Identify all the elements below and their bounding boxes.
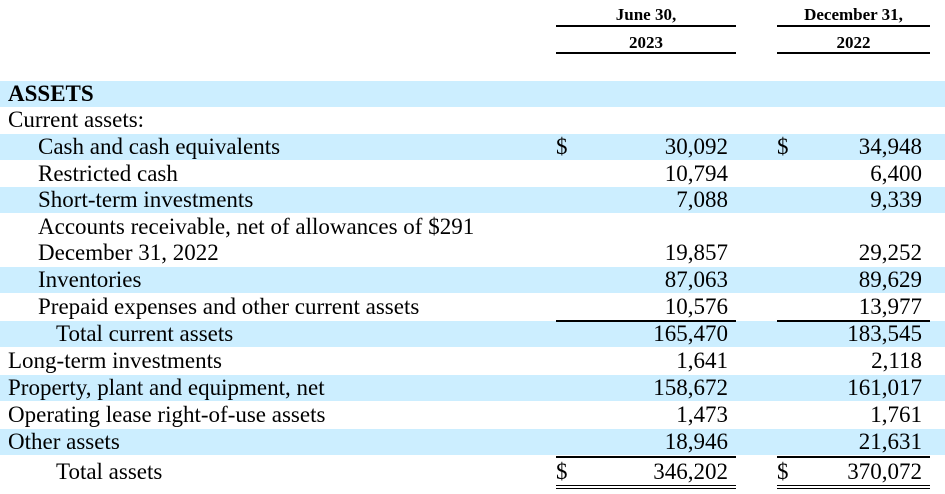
value-dec-2022: 13,977 <box>858 294 922 319</box>
table-row: Long-term investments 1,641 2,118 <box>0 348 945 374</box>
table-row: Prepaid expenses and other current asset… <box>0 294 945 320</box>
column-header-june-2023: June 30, 2023 <box>556 4 736 54</box>
table-row: December 31, 2022 19,857 29,252 <box>0 240 945 266</box>
table-row: Short-term investments 7,088 9,339 <box>0 187 945 213</box>
value-dec-2022: 370,072 <box>847 459 922 484</box>
currency-symbol: $ <box>556 459 568 484</box>
total-rule <box>556 456 736 458</box>
value-dec-2022: 29,252 <box>858 240 922 265</box>
value-june-2023: 346,202 <box>653 459 728 484</box>
value-dec-2022: 2,118 <box>871 348 922 373</box>
table-row: Current assets: <box>0 107 945 133</box>
value-dec-2022: 6,400 <box>870 161 922 186</box>
column-header-divider <box>556 25 736 27</box>
row-label: Property, plant and equipment, net <box>8 375 325 400</box>
row-label: Current assets: <box>8 107 145 132</box>
row-label: Inventories <box>38 267 142 292</box>
row-label: Restricted cash <box>38 161 178 186</box>
value-dec-2022: 21,631 <box>858 429 922 454</box>
table-row: Operating lease right-of-use assets 1,473… <box>0 402 945 428</box>
value-june-2023: 10,794 <box>664 161 728 186</box>
value-june-2023: 158,672 <box>653 375 728 400</box>
column-header-line2: 2022 <box>836 33 871 52</box>
value-june-2023: 87,063 <box>664 267 728 292</box>
table-row: Property, plant and equipment, net 158,67… <box>0 375 945 401</box>
double-underline <box>777 485 930 489</box>
table-row: Total assets $346,202 $370,072 <box>0 459 945 485</box>
table-row: Restricted cash 10,794 6,400 <box>0 161 945 187</box>
row-label: Long-term investments <box>8 348 222 373</box>
value-dec-2022: 34,948 <box>858 134 922 159</box>
value-dec-2022: 183,545 <box>847 321 922 346</box>
table-row: Accounts receivable, net of allowances o… <box>0 214 945 240</box>
row-label: December 31, 2022 <box>38 240 219 265</box>
row-label: Short-term investments <box>38 187 254 212</box>
double-underline <box>556 485 736 489</box>
column-header-line2: 2023 <box>629 33 663 52</box>
value-june-2023: 18,946 <box>664 429 728 454</box>
total-rule <box>777 456 930 458</box>
currency-symbol: $ <box>777 459 789 484</box>
row-label: Prepaid expenses and other current asset… <box>38 294 420 319</box>
column-header-dec-2022: December 31, 2022 <box>777 4 930 54</box>
value-june-2023: 1,641 <box>676 348 728 373</box>
value-june-2023: 1,473 <box>676 402 728 427</box>
column-header-line1: December 31, <box>804 5 903 24</box>
column-header-line1: June 30, <box>615 5 677 24</box>
value-june-2023: 30,092 <box>664 134 728 159</box>
value-dec-2022: 161,017 <box>847 375 922 400</box>
row-label: Total current assets <box>56 321 234 346</box>
value-dec-2022: 89,629 <box>858 267 922 292</box>
value-june-2023: 10,576 <box>664 294 728 319</box>
value-june-2023: 19,857 <box>664 240 728 265</box>
row-label: ASSETS <box>8 81 94 106</box>
row-label: Total assets <box>56 459 163 484</box>
value-dec-2022: 9,339 <box>870 187 922 212</box>
subtotal-rule <box>556 320 736 322</box>
row-label: Other assets <box>8 429 120 454</box>
value-june-2023: 165,470 <box>653 321 728 346</box>
row-label: Accounts receivable, net of allowances o… <box>38 214 475 239</box>
value-dec-2022: 1,761 <box>870 402 922 427</box>
row-label: Operating lease right-of-use assets <box>8 402 326 427</box>
currency-symbol: $ <box>556 134 568 159</box>
table-row: Cash and cash equivalents $30,092 $34,948 <box>0 134 945 160</box>
row-label: Cash and cash equivalents <box>38 134 281 159</box>
table-row: Other assets 18,946 21,631 <box>0 429 945 455</box>
value-june-2023: 7,088 <box>676 187 728 212</box>
table-row: Inventories 87,063 89,629 <box>0 267 945 293</box>
table-row: Total current assets 165,470 183,545 <box>0 321 945 347</box>
subtotal-rule <box>777 320 930 322</box>
column-header-underline <box>777 52 930 54</box>
column-header-divider <box>777 25 930 27</box>
column-header-underline <box>556 52 736 54</box>
table-row: ASSETS <box>0 81 945 107</box>
currency-symbol: $ <box>777 134 789 159</box>
